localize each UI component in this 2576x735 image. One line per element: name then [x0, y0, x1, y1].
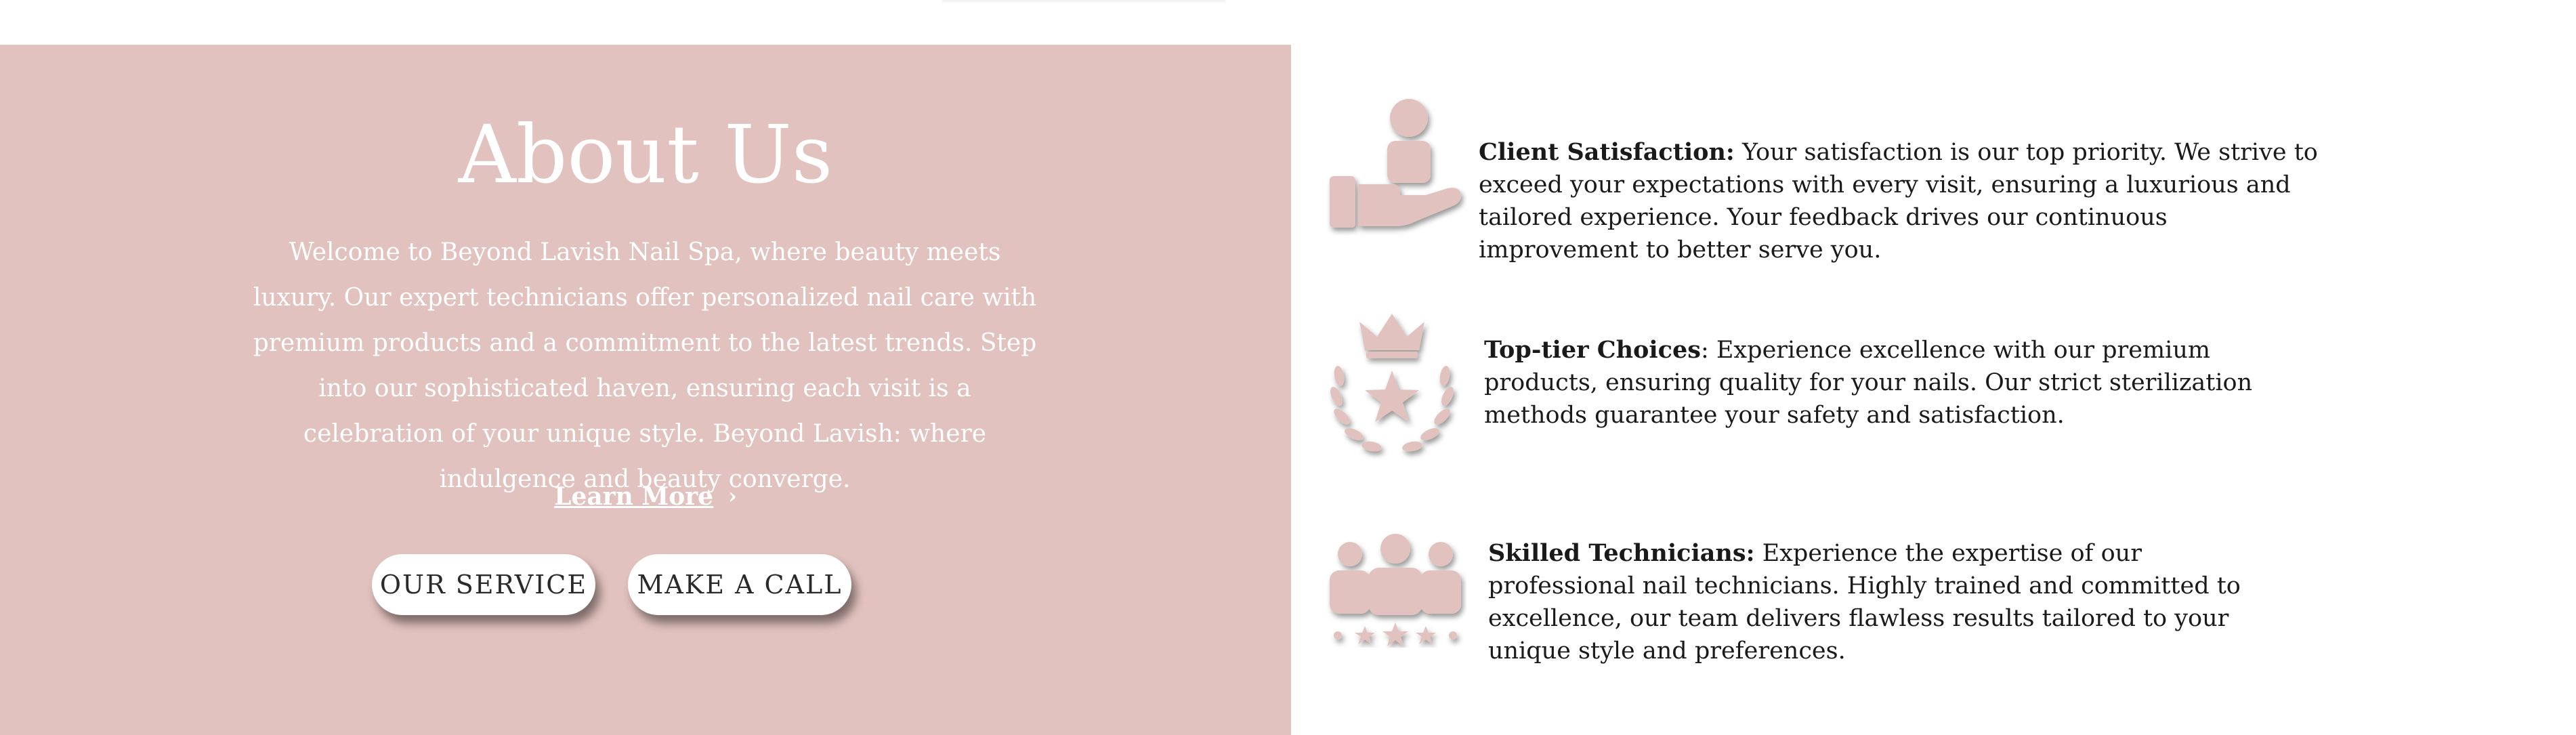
about-panel: About Us Welcome to Beyond Lavish Nail S…	[0, 45, 1291, 735]
feature-body: : Experience excellence with our premium…	[1484, 337, 2253, 429]
feature-body: Your satisfaction is our top priority. W…	[1479, 139, 2318, 264]
make-a-call-button[interactable]: MAKE A CALL	[628, 554, 851, 615]
about-description: Welcome to Beyond Lavish Nail Spa, where…	[253, 238, 1037, 493]
our-service-button[interactable]: OUR SERVICE	[372, 554, 595, 615]
top-bar	[0, 0, 2576, 45]
crown-laurel-star-icon	[1330, 314, 1454, 452]
feature-body: Experience the expertise of our professi…	[1488, 540, 2241, 665]
feature-top-tier-choices: Top-tier Choices: Experience excellence …	[1484, 334, 2283, 432]
feature-client-satisfaction: Client Satisfaction: Your satisfaction i…	[1479, 136, 2319, 266]
feature-skilled-technicians: Skilled Technicians: Experience the expe…	[1488, 537, 2287, 667]
feature-title: Skilled Technicians:	[1488, 539, 1755, 567]
learn-more-link[interactable]: Learn More ›	[0, 476, 1291, 517]
team-stars-icon	[1330, 534, 1461, 646]
feature-title: Top-tier Choices	[1484, 336, 1701, 364]
about-title: About Us	[458, 108, 833, 201]
learn-more-label: Learn More	[554, 482, 714, 511]
chevron-right-icon: ›	[728, 483, 737, 509]
header-shadow-edge	[942, 0, 1226, 4]
feature-title: Client Satisfaction:	[1479, 138, 1735, 166]
hand-person-icon	[1330, 99, 1462, 228]
